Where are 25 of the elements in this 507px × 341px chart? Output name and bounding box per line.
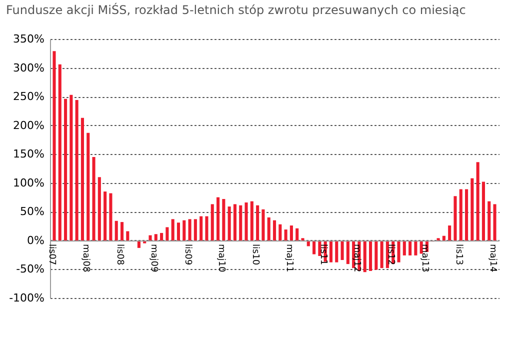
y-tick-label: 300% (13, 61, 44, 74)
x-tick-label: lis07 (46, 244, 57, 266)
x-tick-label: lis09 (182, 244, 192, 266)
x-tick-label: maj14 (487, 244, 498, 272)
y-tick-label: 50% (20, 205, 44, 218)
y-tick-label: -100% (9, 292, 44, 304)
x-tick-label: maj10 (216, 244, 226, 272)
x-tick-label: lis12 (386, 244, 396, 266)
x-tick-label: maj08 (80, 244, 91, 272)
y-tick-label: 250% (13, 90, 44, 104)
x-tick-label: lis13 (453, 244, 464, 266)
x-tick-label: lis08 (114, 244, 125, 266)
x-tick-label: maj12 (352, 244, 362, 272)
x-tick-label: maj11 (284, 244, 294, 272)
y-tick-label: 350% (13, 32, 44, 46)
y-tick-label: 100% (13, 176, 44, 190)
x-tick-label: lis10 (250, 244, 260, 266)
x-tick-label: lis11 (318, 244, 328, 266)
x-tick-label: maj13 (419, 244, 430, 272)
y-tick-label: 0% (27, 234, 44, 247)
x-tick-label: maj09 (148, 244, 158, 272)
chart-title: Fundusze akcji MiŚS, rozkład 5-letnich stóp zwrotu przesuwanych co miesiąc (6, 2, 466, 17)
y-tick-label: 150% (13, 148, 44, 161)
y-tick-label: 200% (13, 118, 44, 132)
y-tick-label: -50% (16, 262, 44, 276)
